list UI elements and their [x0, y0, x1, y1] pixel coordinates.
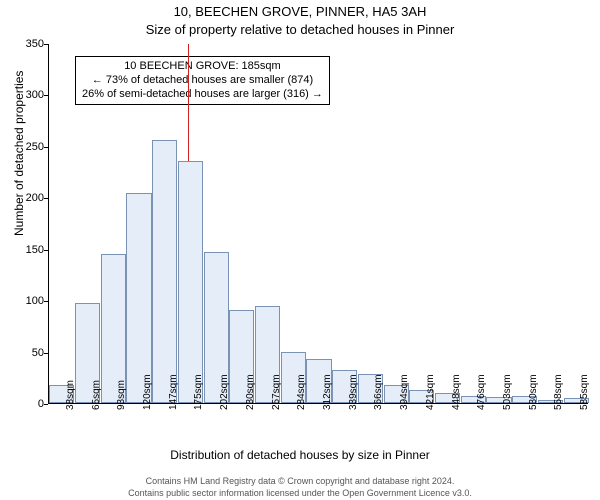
x-tick-label: 530sqm	[528, 374, 539, 410]
x-tick-label: 120sqm	[142, 374, 153, 410]
x-tick-label: 503sqm	[502, 374, 513, 410]
x-tick-label: 38sqm	[65, 380, 76, 410]
y-tick-mark	[44, 250, 48, 251]
y-tick-mark	[44, 44, 48, 45]
y-tick-mark	[44, 198, 48, 199]
y-tick-mark	[44, 95, 48, 96]
x-tick-label: 339sqm	[348, 374, 359, 410]
x-tick-label: 93sqm	[116, 380, 127, 410]
x-tick-label: 230sqm	[245, 374, 256, 410]
x-tick-label: 585sqm	[579, 374, 590, 410]
annotation-line: ← 73% of detached houses are smaller (87…	[82, 74, 323, 88]
y-tick-mark	[44, 353, 48, 354]
y-tick-mark	[44, 147, 48, 148]
chart-title-line1: 10, BEECHEN GROVE, PINNER, HA5 3AH	[0, 4, 600, 19]
y-tick-mark	[44, 301, 48, 302]
annotation-box: 10 BEECHEN GROVE: 185sqm← 73% of detache…	[75, 56, 330, 105]
x-tick-label: 558sqm	[553, 374, 564, 410]
annotation-line: 10 BEECHEN GROVE: 185sqm	[82, 60, 323, 74]
footnote-line1: Contains HM Land Registry data © Crown c…	[0, 476, 600, 486]
x-tick-label: 366sqm	[373, 374, 384, 410]
plot-area: 10 BEECHEN GROVE: 185sqm← 73% of detache…	[48, 44, 588, 404]
x-tick-label: 147sqm	[168, 374, 179, 410]
x-tick-label: 65sqm	[91, 380, 102, 410]
histogram-bar	[126, 193, 151, 403]
y-tick-label: 300	[4, 89, 44, 101]
x-tick-label: 476sqm	[476, 374, 487, 410]
x-tick-label: 448sqm	[451, 374, 462, 410]
y-tick-mark	[44, 404, 48, 405]
y-tick-label: 150	[4, 244, 44, 256]
x-tick-label: 421sqm	[425, 374, 436, 410]
y-tick-label: 250	[4, 141, 44, 153]
x-tick-label: 202sqm	[219, 374, 230, 410]
footnote-line2: Contains public sector information licen…	[0, 488, 600, 498]
y-tick-label: 100	[4, 295, 44, 307]
x-tick-label: 175sqm	[193, 374, 204, 410]
y-tick-label: 0	[4, 398, 44, 410]
histogram-bar	[178, 161, 203, 403]
y-tick-label: 200	[4, 192, 44, 204]
y-tick-label: 50	[4, 347, 44, 359]
x-tick-label: 284sqm	[296, 374, 307, 410]
x-axis-label: Distribution of detached houses by size …	[0, 448, 600, 462]
x-tick-label: 394sqm	[399, 374, 410, 410]
annotation-line: 26% of semi-detached houses are larger (…	[82, 88, 323, 102]
histogram-bar	[152, 140, 177, 403]
x-tick-label: 257sqm	[271, 374, 282, 410]
figure-root: 10, BEECHEN GROVE, PINNER, HA5 3AH Size …	[0, 0, 600, 500]
chart-title-line2: Size of property relative to detached ho…	[0, 22, 600, 37]
y-tick-label: 350	[4, 38, 44, 50]
x-tick-label: 312sqm	[322, 374, 333, 410]
